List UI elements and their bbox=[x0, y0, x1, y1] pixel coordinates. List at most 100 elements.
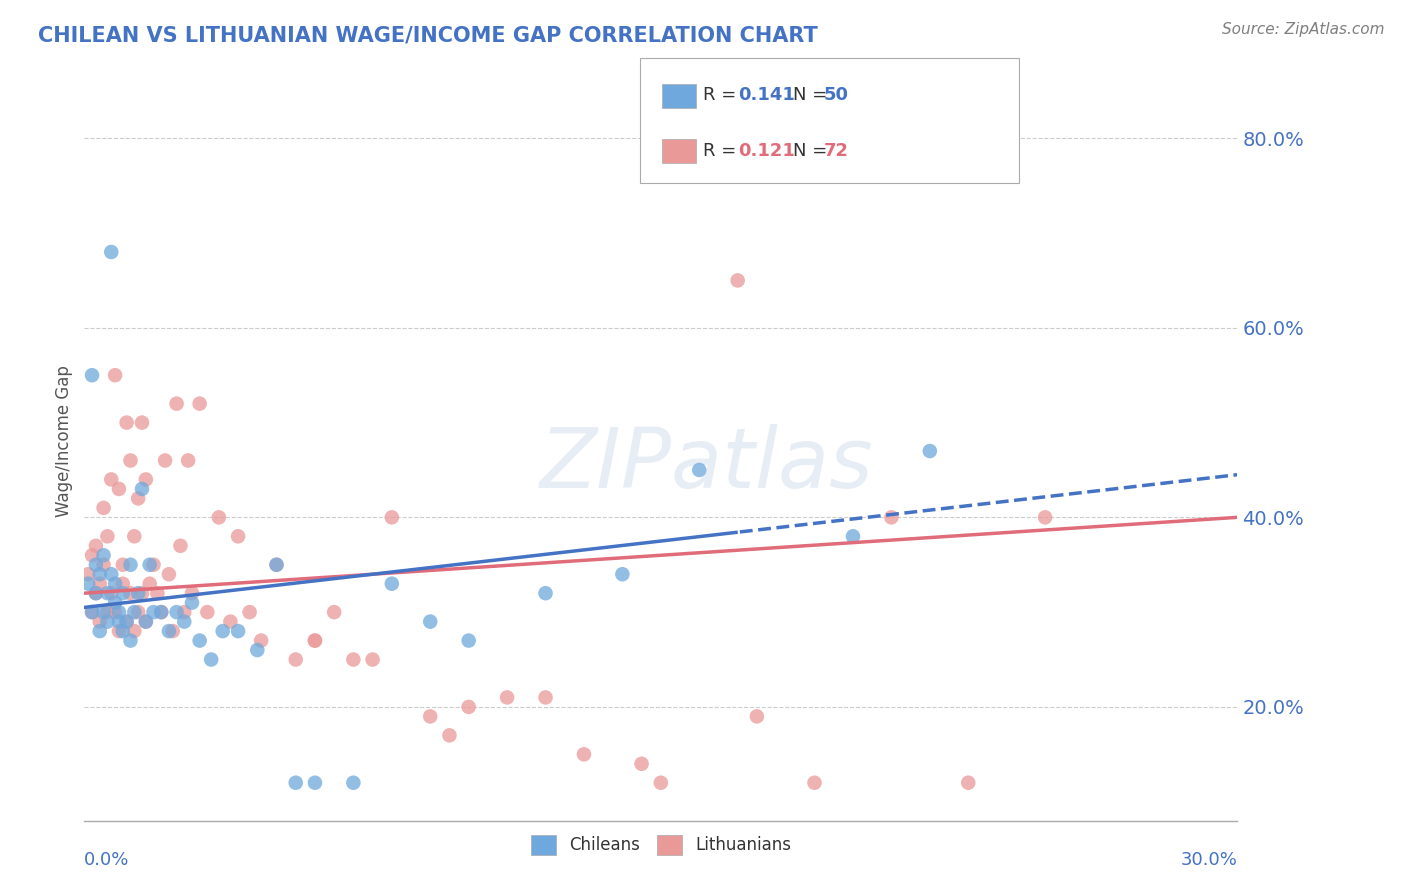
Point bbox=[115, 615, 138, 629]
Text: CHILEAN VS LITHUANIAN WAGE/INCOME GAP CORRELATION CHART: CHILEAN VS LITHUANIAN WAGE/INCOME GAP CO… bbox=[38, 26, 818, 45]
Point bbox=[284, 776, 307, 790]
Point bbox=[100, 244, 122, 259]
Text: 0.0%: 0.0% bbox=[84, 851, 129, 869]
Point bbox=[93, 548, 115, 563]
Point bbox=[727, 273, 749, 287]
Point bbox=[108, 482, 131, 496]
Point bbox=[84, 558, 107, 572]
Point bbox=[104, 368, 127, 383]
Text: Source: ZipAtlas.com: Source: ZipAtlas.com bbox=[1222, 22, 1385, 37]
Point bbox=[124, 624, 146, 639]
Point bbox=[127, 491, 149, 506]
Point bbox=[120, 633, 142, 648]
Point bbox=[120, 586, 142, 600]
Text: N =: N = bbox=[793, 87, 832, 104]
Text: 0.121: 0.121 bbox=[738, 142, 794, 160]
Point bbox=[266, 558, 288, 572]
Point bbox=[457, 699, 479, 714]
Point bbox=[135, 615, 157, 629]
Point bbox=[77, 576, 100, 591]
Point bbox=[1033, 510, 1056, 524]
Point bbox=[104, 605, 127, 619]
Point bbox=[80, 605, 103, 619]
Text: R =: R = bbox=[703, 142, 742, 160]
Point bbox=[612, 567, 634, 582]
Point bbox=[111, 558, 134, 572]
Point bbox=[115, 416, 138, 430]
Point bbox=[111, 586, 134, 600]
Point bbox=[108, 605, 131, 619]
Point bbox=[89, 624, 111, 639]
Legend: Chileans, Lithuanians: Chileans, Lithuanians bbox=[524, 828, 797, 862]
Point bbox=[246, 643, 269, 657]
Point bbox=[166, 396, 188, 410]
Text: 0.141: 0.141 bbox=[738, 87, 794, 104]
Point bbox=[127, 586, 149, 600]
Point bbox=[304, 633, 326, 648]
Point bbox=[142, 605, 165, 619]
Text: R =: R = bbox=[703, 87, 742, 104]
Point bbox=[650, 776, 672, 790]
Point bbox=[688, 463, 710, 477]
Point bbox=[138, 576, 160, 591]
Text: 72: 72 bbox=[824, 142, 849, 160]
Text: ZIPatlas: ZIPatlas bbox=[540, 424, 873, 505]
Text: 30.0%: 30.0% bbox=[1181, 851, 1237, 869]
Point bbox=[124, 605, 146, 619]
Point bbox=[188, 396, 211, 410]
Point bbox=[93, 558, 115, 572]
Point bbox=[93, 500, 115, 515]
Point bbox=[439, 728, 461, 742]
Point bbox=[93, 605, 115, 619]
Point bbox=[534, 586, 557, 600]
Point bbox=[419, 709, 441, 723]
Point bbox=[131, 586, 153, 600]
Point bbox=[226, 624, 249, 639]
Point bbox=[200, 652, 222, 666]
Point bbox=[111, 576, 134, 591]
Point bbox=[181, 586, 204, 600]
Point bbox=[381, 576, 404, 591]
Point bbox=[120, 558, 142, 572]
Point bbox=[157, 624, 180, 639]
Point bbox=[211, 624, 233, 639]
Point bbox=[304, 776, 326, 790]
Point bbox=[135, 473, 157, 487]
Point bbox=[803, 776, 825, 790]
Point bbox=[131, 416, 153, 430]
Point bbox=[80, 548, 103, 563]
Point bbox=[89, 567, 111, 582]
Point bbox=[150, 605, 173, 619]
Point bbox=[96, 615, 118, 629]
Point bbox=[266, 558, 288, 572]
Point bbox=[124, 529, 146, 543]
Point bbox=[342, 652, 364, 666]
Point bbox=[630, 756, 652, 771]
Point bbox=[188, 633, 211, 648]
Point bbox=[84, 586, 107, 600]
Point bbox=[111, 624, 134, 639]
Point bbox=[173, 605, 195, 619]
Point bbox=[239, 605, 262, 619]
Point bbox=[120, 453, 142, 467]
Point bbox=[957, 776, 980, 790]
Text: N =: N = bbox=[793, 142, 832, 160]
Point bbox=[89, 615, 111, 629]
Point bbox=[323, 605, 346, 619]
Point bbox=[146, 586, 169, 600]
Point bbox=[162, 624, 184, 639]
Point bbox=[96, 605, 118, 619]
Point bbox=[842, 529, 865, 543]
Point bbox=[96, 529, 118, 543]
Point bbox=[80, 605, 103, 619]
Point bbox=[89, 576, 111, 591]
Point bbox=[226, 529, 249, 543]
Point bbox=[195, 605, 218, 619]
Point bbox=[342, 776, 364, 790]
Point bbox=[115, 615, 138, 629]
Point bbox=[745, 709, 768, 723]
Point bbox=[131, 482, 153, 496]
Point bbox=[496, 690, 519, 705]
Point bbox=[150, 605, 173, 619]
Point bbox=[284, 652, 307, 666]
